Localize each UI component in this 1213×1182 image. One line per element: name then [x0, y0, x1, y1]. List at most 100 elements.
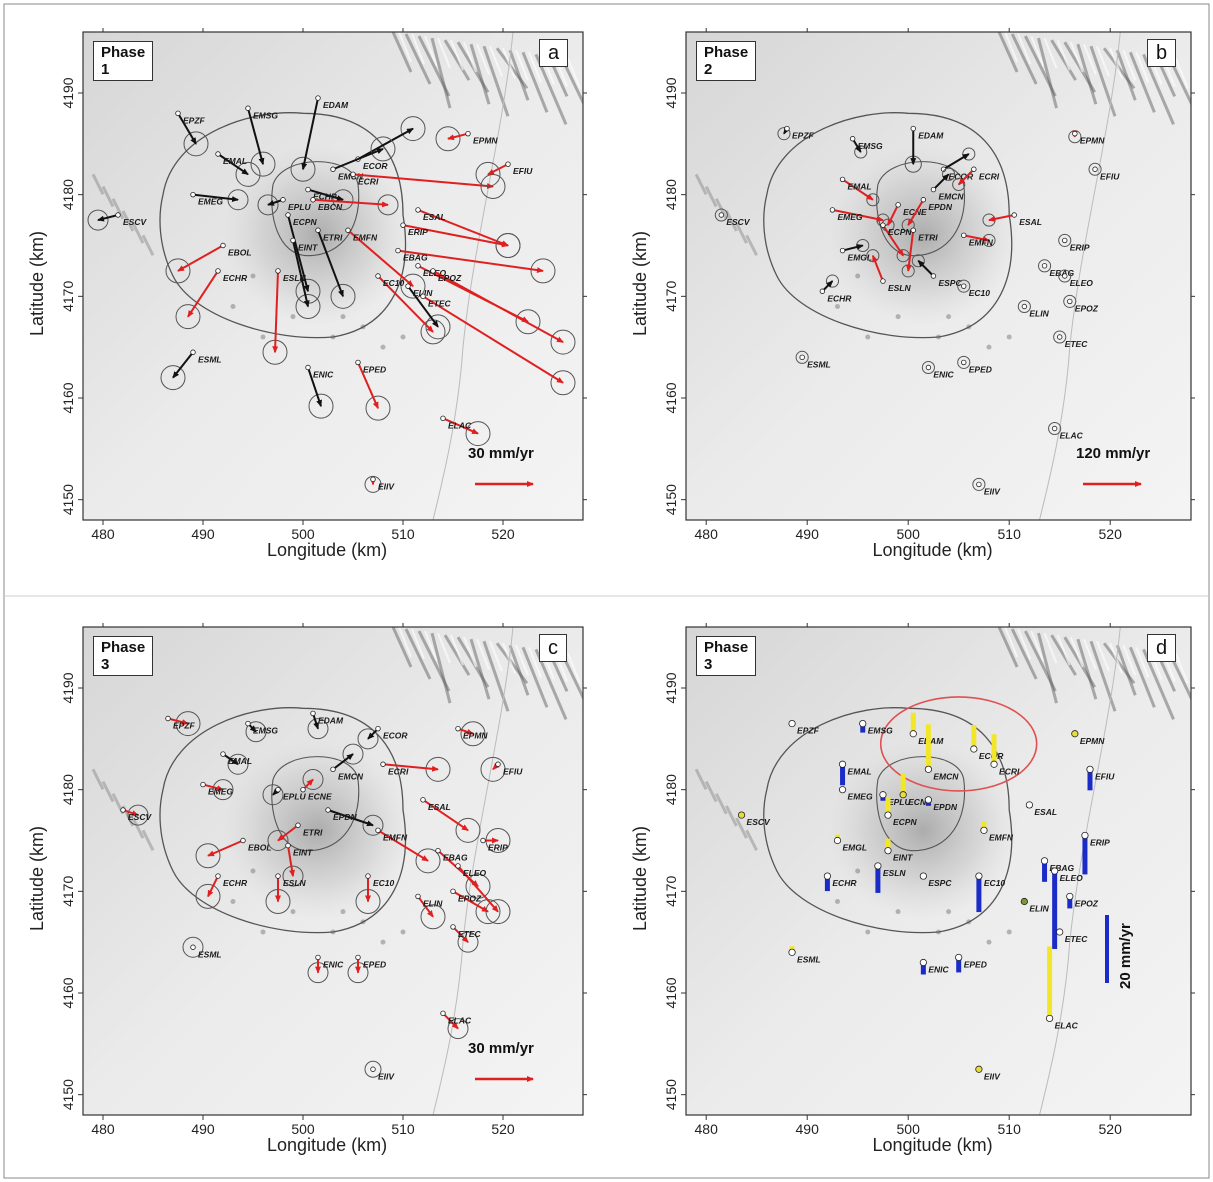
station-label: EBAG	[1050, 268, 1075, 278]
error-ellipse	[307, 718, 329, 740]
station-marker	[190, 944, 196, 950]
velocity-arrow	[932, 173, 950, 191]
y-tick-label: 4170	[663, 876, 679, 907]
error-ellipse	[365, 395, 391, 421]
station-marker	[919, 872, 927, 880]
error-ellipse	[195, 883, 221, 909]
error-ellipse	[295, 294, 321, 319]
station-label: ENIC	[313, 370, 334, 380]
station-label: ELEO	[463, 868, 487, 878]
error-ellipse	[420, 904, 446, 930]
station-label: ECOR	[949, 171, 974, 181]
station-label: EFIU	[513, 166, 533, 176]
contour-1000m	[763, 707, 1013, 934]
velocity-arrow	[187, 270, 219, 318]
phase-label: Phase 1	[93, 41, 154, 81]
y-tick-label: 4150	[60, 1079, 76, 1110]
station-label: ESLN	[283, 273, 307, 283]
station-marker	[1051, 867, 1059, 875]
station-label: ECHP	[313, 192, 337, 202]
error-ellipse	[282, 865, 304, 887]
station-label: EMCN	[338, 171, 364, 181]
station-label: ECOR	[383, 731, 408, 741]
uplift-bar	[925, 724, 931, 770]
station-marker	[420, 797, 426, 803]
station-marker	[1056, 334, 1063, 340]
station-label: ECNE	[308, 792, 332, 802]
x-tick-label: 520	[1099, 526, 1123, 542]
contour-1000m	[159, 112, 407, 339]
x-tick-label: 480	[91, 1121, 115, 1137]
scale-label: 30 mm/yr	[468, 445, 534, 462]
station-label: ECHR	[223, 273, 248, 283]
station-marker	[450, 888, 456, 895]
station-marker	[1086, 765, 1094, 773]
station-label: EMFN	[353, 232, 378, 242]
velocity-arrow	[963, 234, 990, 243]
error-ellipse	[165, 258, 191, 284]
velocity-arrow	[882, 224, 904, 257]
velocity-arrow	[357, 127, 414, 160]
panel-letter: c	[539, 634, 567, 662]
velocity-arrow	[422, 295, 564, 384]
station-marker	[1020, 897, 1028, 906]
station-label: ECRI	[388, 766, 409, 776]
subsidence-bar	[1087, 769, 1093, 791]
velocity-arrow	[287, 214, 310, 293]
station-label: ESAL	[1034, 807, 1057, 817]
x-tick-label: 520	[491, 1121, 515, 1137]
station-marker	[330, 766, 336, 773]
error-ellipse	[957, 355, 971, 369]
station-label: ETEC	[1065, 339, 1089, 349]
error-ellipse	[308, 393, 334, 419]
x-tick-label: 520	[1099, 1121, 1123, 1137]
x-tick-label: 500	[291, 526, 315, 542]
station-marker	[930, 273, 937, 279]
station-marker	[380, 761, 386, 767]
station-label: ELIN	[413, 288, 433, 298]
station-marker	[839, 176, 846, 183]
velocity-arrow	[357, 362, 379, 410]
error-ellipse	[921, 360, 935, 375]
velocity-arrow	[292, 240, 310, 308]
station-marker	[400, 222, 406, 228]
station-label: EMAL	[223, 156, 247, 166]
station-marker	[975, 1065, 983, 1073]
mountain-ridges	[694, 627, 1191, 852]
station-marker	[833, 836, 842, 845]
error-ellipse	[370, 136, 396, 162]
station-marker	[784, 125, 790, 132]
y-tick-label: 4180	[663, 774, 679, 805]
error-ellipse	[362, 814, 384, 836]
x-axis-title: Longitude (km)	[872, 540, 993, 560]
error-ellipse	[425, 314, 451, 340]
x-axis-title: Longitude (km)	[872, 1135, 993, 1155]
station-marker	[395, 247, 401, 254]
velocity-arrow	[327, 809, 374, 827]
error-ellipse	[447, 1018, 469, 1040]
station-marker	[370, 476, 376, 483]
station-marker	[430, 268, 436, 274]
velocity-arrow	[167, 717, 189, 726]
station-label: ECPN	[893, 817, 917, 827]
station-label: EMSG	[253, 726, 278, 736]
error-ellipse	[1068, 130, 1082, 144]
error-ellipse	[250, 151, 276, 177]
station-marker	[788, 719, 796, 728]
x-axis-title: Longitude (km)	[267, 1135, 388, 1155]
error-ellipse	[1053, 330, 1067, 344]
stations: EPZFEMSGEDAMECOREPMNEMALEMCNECRIEFIUEMEG…	[737, 696, 1115, 1081]
station-label: ECRI	[979, 171, 1000, 181]
y-tick-label: 4160	[663, 382, 679, 413]
station-label: ESML	[797, 954, 821, 964]
station-marker	[190, 349, 196, 355]
station-marker	[899, 791, 907, 799]
error-ellipse	[183, 131, 209, 157]
station-label: ETRI	[323, 232, 343, 242]
station-label: EIIV	[984, 486, 1001, 496]
station-marker	[440, 415, 446, 422]
error-ellipse	[342, 743, 364, 765]
station-label: EBAG	[443, 853, 468, 863]
